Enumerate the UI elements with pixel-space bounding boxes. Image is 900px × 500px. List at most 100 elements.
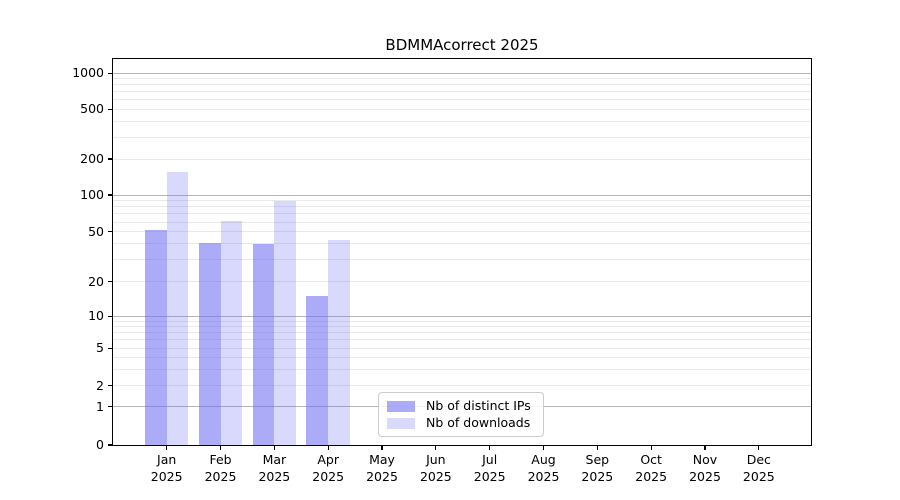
x-tick-mark-jun (435, 446, 437, 450)
y-tick-label-50: 50 (88, 223, 104, 239)
x-tick-mark-mar (273, 446, 275, 450)
gridline-major-100 (113, 194, 811, 196)
x-tick-label-apr: Apr 2025 (286, 452, 370, 485)
x-tick-label-sep: Sep 2025 (555, 452, 639, 485)
y-tick-mark-500 (108, 108, 112, 110)
x-tick-mark-oct (650, 446, 652, 450)
x-tick-month: Nov (692, 452, 718, 467)
gridline-minor-80 (113, 206, 811, 208)
x-tick-year: 2025 (581, 468, 614, 484)
bar-downloads-mar (274, 200, 297, 445)
bar-distinct-ips-jan (144, 229, 167, 445)
x-tick-year: 2025 (527, 468, 560, 484)
gridline-minor-90 (113, 200, 811, 202)
x-tick-month: Jan (157, 452, 177, 467)
gridline-minor-600 (113, 99, 811, 101)
x-tick-label-jan: Jan 2025 (125, 452, 209, 485)
x-tick-month: Jul (482, 452, 498, 467)
x-tick-month: May (369, 452, 395, 467)
x-tick-month: Feb (209, 452, 232, 467)
y-tick-label-100: 100 (80, 187, 104, 202)
x-tick-year: 2025 (419, 468, 452, 484)
y-tick-mark-1000 (108, 72, 112, 74)
x-tick-month: Apr (317, 452, 339, 467)
y-tick-mark-0 (108, 444, 112, 446)
gridline-minor-70 (113, 213, 811, 215)
legend-label-distinct-ips: Nb of distinct IPs (426, 398, 531, 413)
x-tick-mark-jan (166, 446, 168, 450)
x-tick-mark-dec (758, 446, 760, 450)
legend-label-downloads: Nb of downloads (426, 415, 531, 430)
x-tick-month: Jun (426, 452, 446, 467)
plot-area (112, 58, 812, 446)
y-tick-mark-200 (108, 158, 112, 160)
y-tick-mark-1 (108, 406, 112, 408)
y-tick-label-200: 200 (80, 151, 104, 166)
bar-downloads-feb (220, 221, 243, 445)
gridline-minor-300 (113, 136, 811, 138)
x-tick-mark-jul (489, 446, 491, 450)
legend: Nb of distinct IPs Nb of downloads (378, 392, 544, 437)
x-tick-label-dec: Dec 2025 (717, 452, 801, 485)
x-tick-year: 2025 (258, 468, 291, 484)
gridline-minor-200 (113, 158, 811, 160)
y-tick-mark-100 (108, 194, 112, 196)
bar-downloads-apr (328, 239, 350, 445)
x-tick-year: 2025 (312, 468, 345, 484)
x-tick-month: Dec (746, 452, 771, 467)
y-tick-label-500: 500 (80, 101, 104, 117)
x-tick-year: 2025 (150, 468, 183, 484)
x-tick-label-jun: Jun 2025 (394, 452, 478, 485)
x-tick-year: 2025 (204, 468, 237, 484)
bar-downloads-jan (166, 171, 189, 445)
gridline-minor-700 (113, 91, 811, 93)
chart-title: BDMMAcorrect 2025 (385, 36, 539, 54)
gridline-minor-50 (113, 231, 811, 233)
gridline-minor-400 (113, 120, 811, 122)
x-tick-mark-may (381, 446, 383, 450)
y-tick-mark-20 (108, 281, 112, 283)
y-tick-label-10: 10 (88, 308, 104, 324)
y-tick-label-1000: 1000 (72, 65, 104, 81)
x-tick-year: 2025 (366, 468, 398, 484)
x-tick-month: Mar (262, 452, 287, 467)
x-tick-month: Oct (640, 452, 662, 467)
x-tick-mark-apr (327, 446, 329, 450)
x-tick-year: 2025 (742, 468, 775, 484)
y-tick-mark-2 (108, 384, 112, 387)
x-tick-label-oct: Oct 2025 (609, 452, 693, 485)
gridline-minor-60 (113, 221, 811, 223)
gridline-minor-800 (113, 84, 811, 86)
bar-distinct-ips-mar (252, 243, 275, 445)
gridline-minor-500 (113, 108, 811, 110)
y-tick-label-0: 0 (96, 437, 104, 452)
x-tick-label-mar: Mar 2025 (232, 452, 316, 485)
y-tick-label-2: 2 (96, 377, 104, 393)
x-tick-label-feb: Feb 2025 (179, 452, 263, 485)
x-tick-label-jul: Jul 2025 (448, 452, 532, 485)
x-tick-mark-feb (219, 446, 222, 450)
legend-item-distinct-ips: Nb of distinct IPs (387, 398, 543, 414)
legend-swatch-distinct-ips (387, 400, 415, 412)
y-tick-mark-10 (108, 315, 112, 317)
x-tick-year: 2025 (689, 468, 721, 484)
y-tick-mark-50 (108, 231, 112, 233)
x-tick-month: Aug (531, 452, 556, 467)
y-tick-label-1: 1 (96, 398, 104, 414)
y-tick-label-20: 20 (88, 273, 104, 289)
bar-distinct-ips-feb (198, 242, 221, 445)
x-tick-year: 2025 (635, 468, 668, 484)
x-tick-month: Sep (585, 452, 610, 467)
legend-swatch-downloads (387, 417, 415, 429)
x-tick-mark-nov (704, 446, 706, 450)
y-tick-mark-5 (108, 347, 112, 349)
x-tick-label-aug: Aug 2025 (502, 452, 586, 485)
y-tick-label-5: 5 (96, 340, 104, 356)
x-tick-mark-sep (596, 446, 598, 450)
bar-distinct-ips-apr (306, 296, 329, 445)
gridline-minor-900 (113, 78, 811, 80)
x-tick-label-nov: Nov 2025 (663, 452, 747, 485)
x-tick-label-may: May 2025 (340, 452, 424, 485)
x-tick-mark-aug (542, 446, 545, 450)
